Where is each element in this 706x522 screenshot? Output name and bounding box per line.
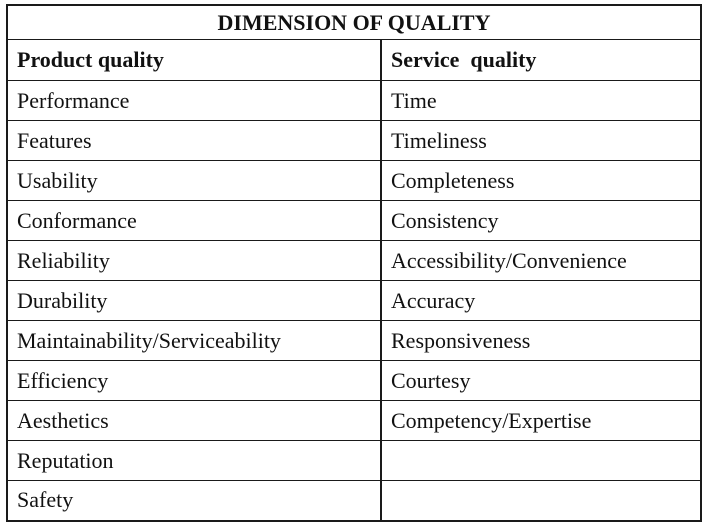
product-quality-cell: Usability <box>6 160 382 201</box>
product-quality-cell: Performance <box>6 80 382 121</box>
table-title: DIMENSION OF QUALITY <box>6 4 702 40</box>
table-row: Performance Time <box>6 80 702 121</box>
table-row: Conformance Consistency <box>6 200 702 241</box>
service-quality-cell: Courtesy <box>380 360 702 401</box>
service-quality-cell: Time <box>380 80 702 121</box>
product-quality-cell: Safety <box>6 480 382 521</box>
service-quality-cell: Accessibility/Convenience <box>380 240 702 281</box>
service-quality-cell <box>380 440 702 481</box>
table-row: Features Timeliness <box>6 120 702 161</box>
service-quality-cell: Responsiveness <box>380 320 702 361</box>
product-quality-cell: Reputation <box>6 440 382 481</box>
product-quality-cell: Features <box>6 120 382 161</box>
service-quality-cell <box>380 480 702 521</box>
column-header-product-quality: Product quality <box>6 39 382 81</box>
service-quality-cell: Competency/Expertise <box>380 400 702 441</box>
table-row: Reliability Accessibility/Convenience <box>6 240 702 281</box>
service-quality-cell: Consistency <box>380 200 702 241</box>
quality-dimensions-table: DIMENSION OF QUALITY Product quality Ser… <box>6 4 702 522</box>
product-quality-cell: Aesthetics <box>6 400 382 441</box>
service-quality-cell: Timeliness <box>380 120 702 161</box>
table-row: Usability Completeness <box>6 160 702 201</box>
table-row: Aesthetics Competency/Expertise <box>6 400 702 441</box>
table-row: Durability Accuracy <box>6 280 702 321</box>
table-row: Reputation <box>6 440 702 481</box>
table-row: Efficiency Courtesy <box>6 360 702 401</box>
column-header-service-quality: Service quality <box>380 39 702 81</box>
product-quality-cell: Durability <box>6 280 382 321</box>
table-title-row: DIMENSION OF QUALITY <box>6 4 702 40</box>
table-row: Safety <box>6 480 702 521</box>
product-quality-cell: Efficiency <box>6 360 382 401</box>
service-quality-cell: Accuracy <box>380 280 702 321</box>
service-quality-cell: Completeness <box>380 160 702 201</box>
table-row: Maintainability/Serviceability Responsiv… <box>6 320 702 361</box>
product-quality-cell: Maintainability/Serviceability <box>6 320 382 361</box>
quality-dimensions-table-wrapper: DIMENSION OF QUALITY Product quality Ser… <box>6 4 702 522</box>
column-header-row: Product quality Service quality <box>6 39 702 81</box>
product-quality-cell: Conformance <box>6 200 382 241</box>
product-quality-cell: Reliability <box>6 240 382 281</box>
